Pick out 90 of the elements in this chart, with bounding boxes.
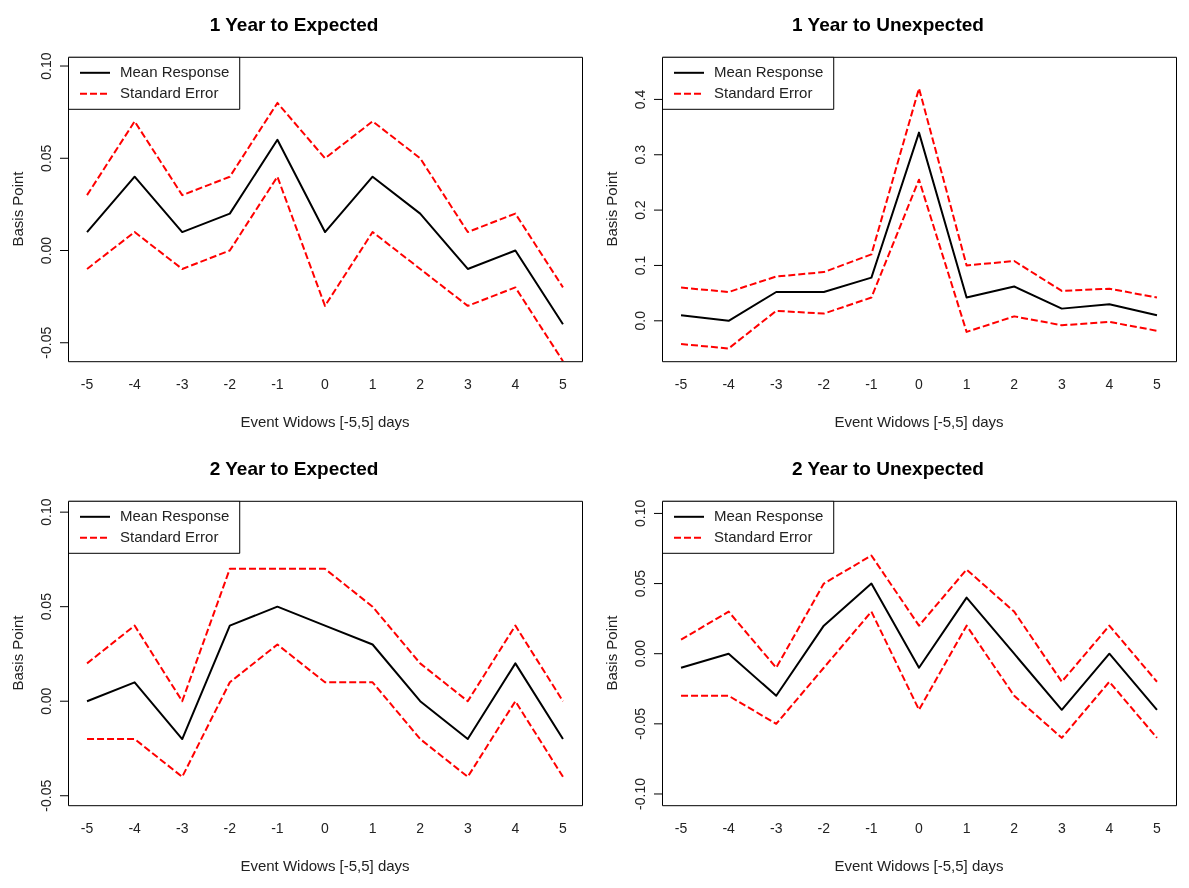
x-tick-label: 2 (1010, 820, 1019, 837)
x-tick-label: 3 (463, 376, 472, 393)
line-series (86, 175, 564, 362)
y-tick-label: 0.0 (631, 310, 648, 331)
legend-label: Mean Response (714, 62, 824, 80)
chart-title: 1 Year to Expected (209, 13, 379, 35)
y-axis-title: Basis Point (9, 614, 27, 691)
x-tick-label: -5 (674, 820, 688, 837)
x-tick-label: 4 (511, 820, 520, 837)
x-tick-label: 2 (416, 820, 425, 837)
legend-label: Standard Error (714, 527, 813, 545)
legend-label: Mean Response (714, 506, 824, 524)
x-tick-label: 4 (511, 376, 520, 393)
x-tick-label: 2 (416, 376, 425, 393)
line-series (680, 554, 1158, 683)
x-tick-label: -1 (865, 376, 878, 393)
x-axis-title: Event Widows [-5,5] days (834, 857, 1004, 875)
line-series (680, 87, 1158, 299)
chart-title: 2 Year to Unexpected (792, 457, 984, 479)
chart-title: 1 Year to Unexpected (792, 13, 984, 35)
x-tick-label: -2 (817, 820, 831, 837)
x-tick-label: 1 (962, 376, 971, 393)
x-tick-label: -2 (817, 376, 831, 393)
legend-label: Standard Error (714, 83, 813, 101)
x-tick-label: 1 (962, 820, 971, 837)
x-tick-label: 5 (559, 820, 568, 837)
y-tick-label: 0.3 (631, 144, 648, 165)
y-tick-label: -0.05 (37, 779, 54, 812)
line-series (86, 567, 564, 703)
x-tick-label: -5 (674, 376, 688, 393)
x-tick-label: 3 (1057, 820, 1066, 837)
y-tick-label: -0.05 (37, 326, 54, 359)
x-tick-label: 5 (1153, 376, 1162, 393)
y-tick-label: 0.10 (631, 499, 648, 528)
x-axis-title: Event Widows [-5,5] days (834, 413, 1004, 431)
legend-label: Mean Response (120, 506, 230, 524)
y-tick-label: 0.2 (631, 200, 648, 220)
line-series (86, 643, 564, 778)
x-tick-label: 0 (915, 820, 924, 837)
legend-label: Standard Error (120, 83, 219, 101)
x-tick-label: -3 (770, 376, 783, 393)
x-axis-title: Event Widows [-5,5] days (240, 413, 410, 431)
x-tick-label: 0 (321, 376, 330, 393)
y-tick-label: 0.00 (37, 236, 54, 265)
line-series (680, 178, 1158, 350)
x-tick-label: -1 (865, 820, 878, 837)
y-tick-label: 0.00 (37, 687, 54, 715)
x-tick-label: -1 (271, 820, 284, 837)
y-tick-label: 0.4 (631, 89, 648, 110)
x-tick-label: -5 (80, 820, 94, 837)
x-tick-label: -2 (223, 820, 237, 837)
x-tick-label: 3 (1057, 376, 1066, 393)
x-tick-label: 4 (1105, 376, 1114, 393)
x-tick-label: 0 (321, 820, 330, 837)
x-tick-label: -4 (722, 820, 736, 837)
y-axis-title: Basis Point (603, 170, 621, 247)
chart-title: 2 Year to Expected (209, 457, 379, 479)
y-tick-label: 0.10 (37, 498, 54, 526)
x-tick-label: 5 (1153, 820, 1162, 837)
y-tick-label: 0.00 (631, 639, 648, 668)
line-series (680, 610, 1158, 739)
x-tick-label: -4 (128, 376, 142, 393)
x-tick-label: 5 (559, 376, 568, 393)
line-series (86, 101, 564, 289)
x-tick-label: -3 (176, 376, 189, 393)
x-tick-label: -3 (770, 820, 783, 837)
x-axis-title: Event Widows [-5,5] days (240, 857, 410, 875)
y-tick-label: 0.05 (37, 592, 54, 621)
x-tick-label: 3 (463, 820, 472, 837)
y-tick-label: 0.05 (37, 144, 54, 172)
y-tick-label: 0.1 (631, 255, 648, 276)
y-tick-label: 0.05 (631, 569, 648, 598)
x-tick-label: -4 (128, 820, 142, 837)
x-tick-label: 1 (368, 376, 377, 393)
x-tick-label: 2 (1010, 376, 1019, 393)
x-tick-label: -3 (176, 820, 189, 837)
x-tick-label: -5 (80, 376, 94, 393)
y-tick-label: -0.05 (631, 707, 648, 740)
x-tick-label: 0 (915, 376, 924, 393)
legend-label: Standard Error (120, 527, 219, 545)
x-tick-label: 1 (368, 820, 377, 837)
x-tick-label: -2 (223, 376, 237, 393)
y-axis-title: Basis Point (9, 170, 27, 247)
x-tick-label: -4 (722, 376, 736, 393)
legend-label: Mean Response (120, 62, 230, 80)
x-tick-label: 4 (1105, 820, 1114, 837)
x-tick-label: -1 (271, 376, 284, 393)
y-axis-title: Basis Point (603, 614, 621, 691)
y-tick-label: 0.10 (37, 52, 54, 80)
y-tick-label: -0.10 (631, 777, 648, 810)
